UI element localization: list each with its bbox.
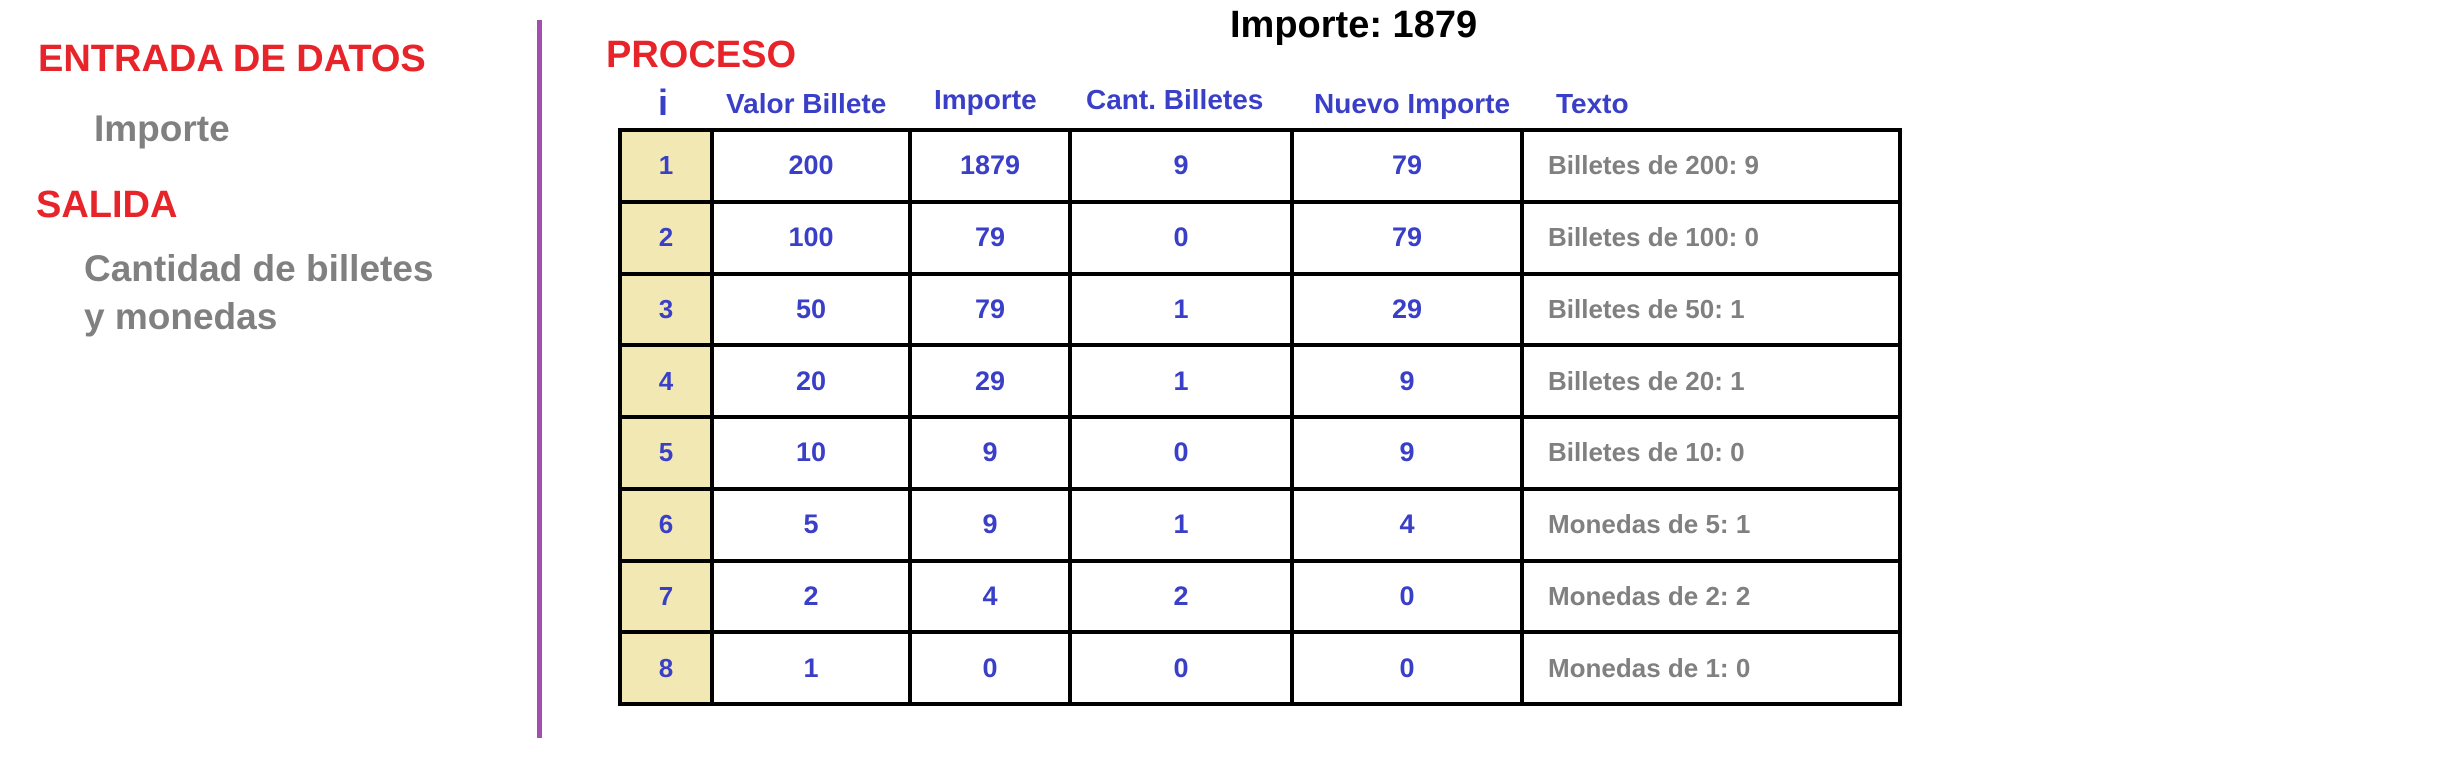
- cell-cant-billetes: 0: [1068, 415, 1294, 491]
- cell-cant-billetes: 0: [1068, 630, 1294, 706]
- cell-texto: Billetes de 100: 0: [1520, 199, 1902, 276]
- cell-nuevo-importe: 0: [1290, 630, 1524, 706]
- cell-texto: Billetes de 20: 1: [1520, 343, 1902, 419]
- col-header-texto: Texto: [1556, 88, 1629, 119]
- cell-importe: 79: [908, 199, 1072, 276]
- cell-valor-billete: 5: [710, 486, 912, 563]
- col-header-i: i: [658, 82, 669, 123]
- table-row: 7 2 4 2 0 Monedas de 2: 2: [618, 558, 1902, 635]
- cell-index: 4: [618, 343, 714, 419]
- cell-importe: 4: [908, 558, 1072, 635]
- cell-importe: 29: [908, 343, 1072, 419]
- cell-texto: Billetes de 200: 9: [1520, 128, 1902, 204]
- cell-nuevo-importe: 0: [1290, 558, 1524, 635]
- cell-valor-billete: 50: [710, 271, 912, 348]
- table-row: 5 10 9 0 9 Billetes de 10: 0: [618, 415, 1902, 491]
- input-item: Importe: [94, 108, 230, 149]
- cell-index: 8: [618, 630, 714, 706]
- cell-valor-billete: 1: [710, 630, 912, 706]
- process-table: 1 200 1879 9 79 Billetes de 200: 9 2 100 79 0 79 Bi…: [618, 128, 1902, 706]
- cell-texto: Monedas de 5: 1: [1520, 486, 1902, 563]
- cell-texto: Monedas de 2: 2: [1520, 558, 1902, 635]
- cell-importe: 1879: [908, 128, 1072, 204]
- table-row: 3 50 79 1 29 Billetes de 50: 1: [618, 271, 1902, 348]
- cell-index: 6: [618, 486, 714, 563]
- cell-index: 7: [618, 558, 714, 635]
- cell-index: 3: [618, 271, 714, 348]
- col-header-importe: Importe: [934, 84, 1037, 115]
- table-row: 2 100 79 0 79 Billetes de 100: 0: [618, 199, 1902, 276]
- cell-valor-billete: 200: [710, 128, 912, 204]
- cell-nuevo-importe: 79: [1290, 128, 1524, 204]
- cell-index: 1: [618, 128, 714, 204]
- cell-cant-billetes: 1: [1068, 343, 1294, 419]
- cell-index: 5: [618, 415, 714, 491]
- cell-index: 2: [618, 199, 714, 276]
- output-item-line1: Cantidad de billetes: [84, 248, 434, 289]
- col-header-nuevo-importe: Nuevo Importe: [1314, 88, 1511, 119]
- cell-texto: Billetes de 10: 0: [1520, 415, 1902, 491]
- col-header-valor-billete: Valor Billete: [726, 88, 887, 119]
- cell-cant-billetes: 9: [1068, 128, 1294, 204]
- cell-texto: Billetes de 50: 1: [1520, 271, 1902, 348]
- cell-valor-billete: 2: [710, 558, 912, 635]
- cell-nuevo-importe: 9: [1290, 415, 1524, 491]
- process-heading: PROCESO: [606, 34, 797, 76]
- table-row: 8 1 0 0 0 Monedas de 1: 0: [618, 630, 1902, 706]
- cell-importe: 9: [908, 415, 1072, 491]
- section-divider: [537, 20, 542, 738]
- output-heading: SALIDA: [36, 184, 178, 226]
- cell-nuevo-importe: 29: [1290, 271, 1524, 348]
- table-row: 1 200 1879 9 79 Billetes de 200: 9: [618, 128, 1902, 204]
- output-item-line2: y monedas: [84, 296, 278, 337]
- cell-cant-billetes: 2: [1068, 558, 1294, 635]
- cell-importe: 79: [908, 271, 1072, 348]
- cell-cant-billetes: 0: [1068, 199, 1294, 276]
- cell-cant-billetes: 1: [1068, 486, 1294, 563]
- cell-nuevo-importe: 79: [1290, 199, 1524, 276]
- cell-texto: Monedas de 1: 0: [1520, 630, 1902, 706]
- cell-importe: 9: [908, 486, 1072, 563]
- input-heading: ENTRADA DE DATOS: [38, 38, 426, 80]
- cell-valor-billete: 100: [710, 199, 912, 276]
- cell-importe: 0: [908, 630, 1072, 706]
- table-row: 4 20 29 1 9 Billetes de 20: 1: [618, 343, 1902, 419]
- cell-valor-billete: 20: [710, 343, 912, 419]
- cell-nuevo-importe: 4: [1290, 486, 1524, 563]
- process-title: Importe: 1879: [1230, 4, 1478, 46]
- col-header-cant-billetes: Cant. Billetes: [1086, 84, 1264, 115]
- cell-nuevo-importe: 9: [1290, 343, 1524, 419]
- cell-cant-billetes: 1: [1068, 271, 1294, 348]
- cell-valor-billete: 10: [710, 415, 912, 491]
- table-row: 6 5 9 1 4 Monedas de 5: 1: [618, 486, 1902, 563]
